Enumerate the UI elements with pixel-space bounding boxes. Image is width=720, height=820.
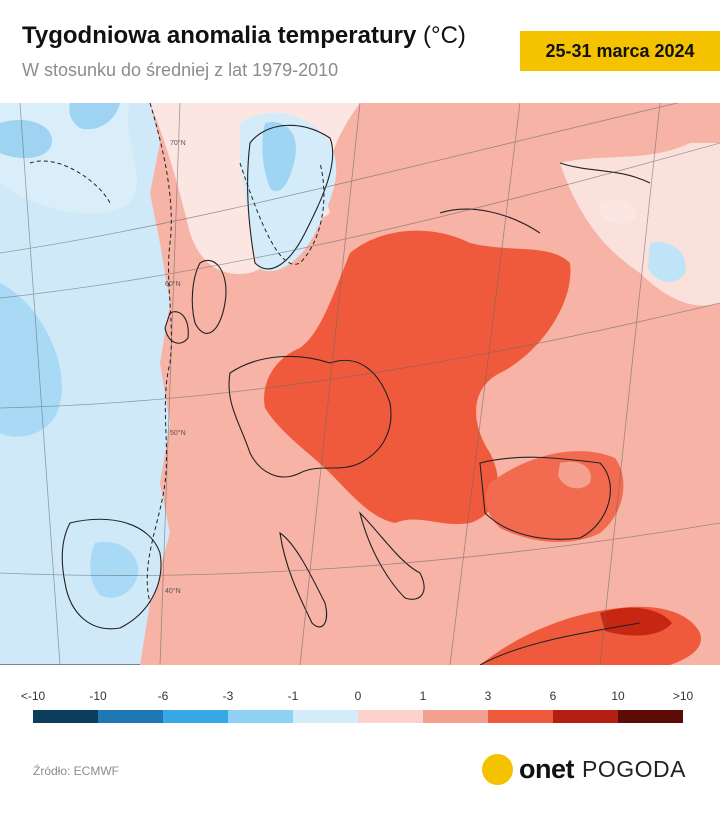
logo-section-name: POGODA — [582, 755, 686, 782]
legend-color-bar — [33, 710, 683, 723]
temperature-anomaly-map: 70°N 60°N 50°N 40°N — [0, 103, 720, 665]
legend-swatch — [358, 710, 423, 723]
logo-dot-icon — [482, 753, 513, 785]
legend-swatch — [488, 710, 553, 723]
title-text: Tygodniowa anomalia temperatury — [22, 22, 417, 49]
northeast-cold-patch — [648, 242, 686, 283]
legend-label: -10 — [89, 689, 107, 703]
legend-swatch — [553, 710, 618, 723]
legend-swatch — [423, 710, 488, 723]
scandinavia-colder-area — [262, 122, 296, 192]
graticule-label: 70°N — [170, 139, 186, 147]
middle-east-hot-area — [600, 607, 672, 636]
legend-label: -6 — [157, 689, 169, 703]
zero-anomaly-contours — [29, 103, 325, 604]
legend-swatch — [163, 710, 228, 723]
legend-label: 6 — [549, 689, 557, 703]
turkey-inner-lighter — [558, 461, 591, 489]
legend-label: <-10 — [20, 689, 46, 703]
source-credit: Źródło: ECMWF — [33, 764, 120, 778]
legend-swatch — [618, 710, 683, 723]
legend-swatch — [98, 710, 163, 723]
legend-label: -3 — [222, 689, 234, 703]
legend-label: -1 — [287, 689, 299, 703]
legend-swatch — [228, 710, 293, 723]
graticule-label: 50°N — [170, 429, 186, 437]
legend-label: 1 — [419, 689, 427, 703]
legend-label: 3 — [484, 689, 492, 703]
graticule — [0, 103, 720, 665]
legend-swatch — [293, 710, 358, 723]
subtitle: W stosunku do średniej z lat 1979-2010 — [22, 60, 339, 80]
legend-swatch — [33, 710, 98, 723]
title-unit: (°C) — [422, 22, 466, 49]
north-pale-patch — [600, 198, 636, 224]
atlantic-colder-area — [0, 283, 62, 437]
coastlines — [0, 124, 651, 665]
color-legend: <-10 -10 -6 -3 -1 0 1 3 6 10 >10 — [0, 665, 720, 745]
central-europe-warm-area — [264, 230, 571, 525]
date-range-badge: 25-31 marca 2024 — [520, 31, 720, 71]
arctic-cold-patch-2 — [69, 103, 120, 130]
legend-label: 0 — [354, 689, 362, 703]
graticule-label: 40°N — [165, 587, 181, 595]
iberia-colder-area — [90, 542, 139, 598]
page-title: Tygodniowa anomalia temperatury (°C) — [22, 22, 466, 50]
arctic-cold-patch — [0, 119, 52, 158]
graticule-labels: 70°N 60°N 50°N 40°N — [165, 139, 186, 595]
graticule-label: 60°N — [165, 280, 181, 288]
logo-brand-name: onet — [519, 753, 575, 784]
legend-label: 10 — [611, 689, 625, 703]
legend-label: >10 — [672, 689, 694, 703]
atlantic-cold-area — [0, 103, 170, 665]
onet-pogoda-logo: onet POGODA — [482, 752, 686, 786]
